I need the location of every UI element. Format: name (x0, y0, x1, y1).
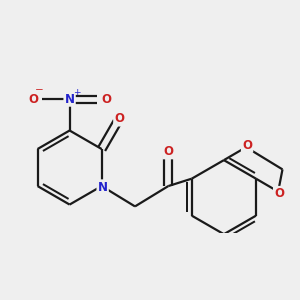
Text: O: O (163, 145, 173, 158)
Text: O: O (101, 92, 111, 106)
Text: +: + (73, 88, 80, 97)
Text: O: O (114, 112, 124, 125)
Text: −: − (34, 85, 43, 95)
Text: O: O (274, 187, 284, 200)
Text: N: N (98, 181, 108, 194)
Text: N: N (64, 92, 75, 106)
Text: O: O (242, 139, 252, 152)
Text: O: O (28, 92, 38, 106)
